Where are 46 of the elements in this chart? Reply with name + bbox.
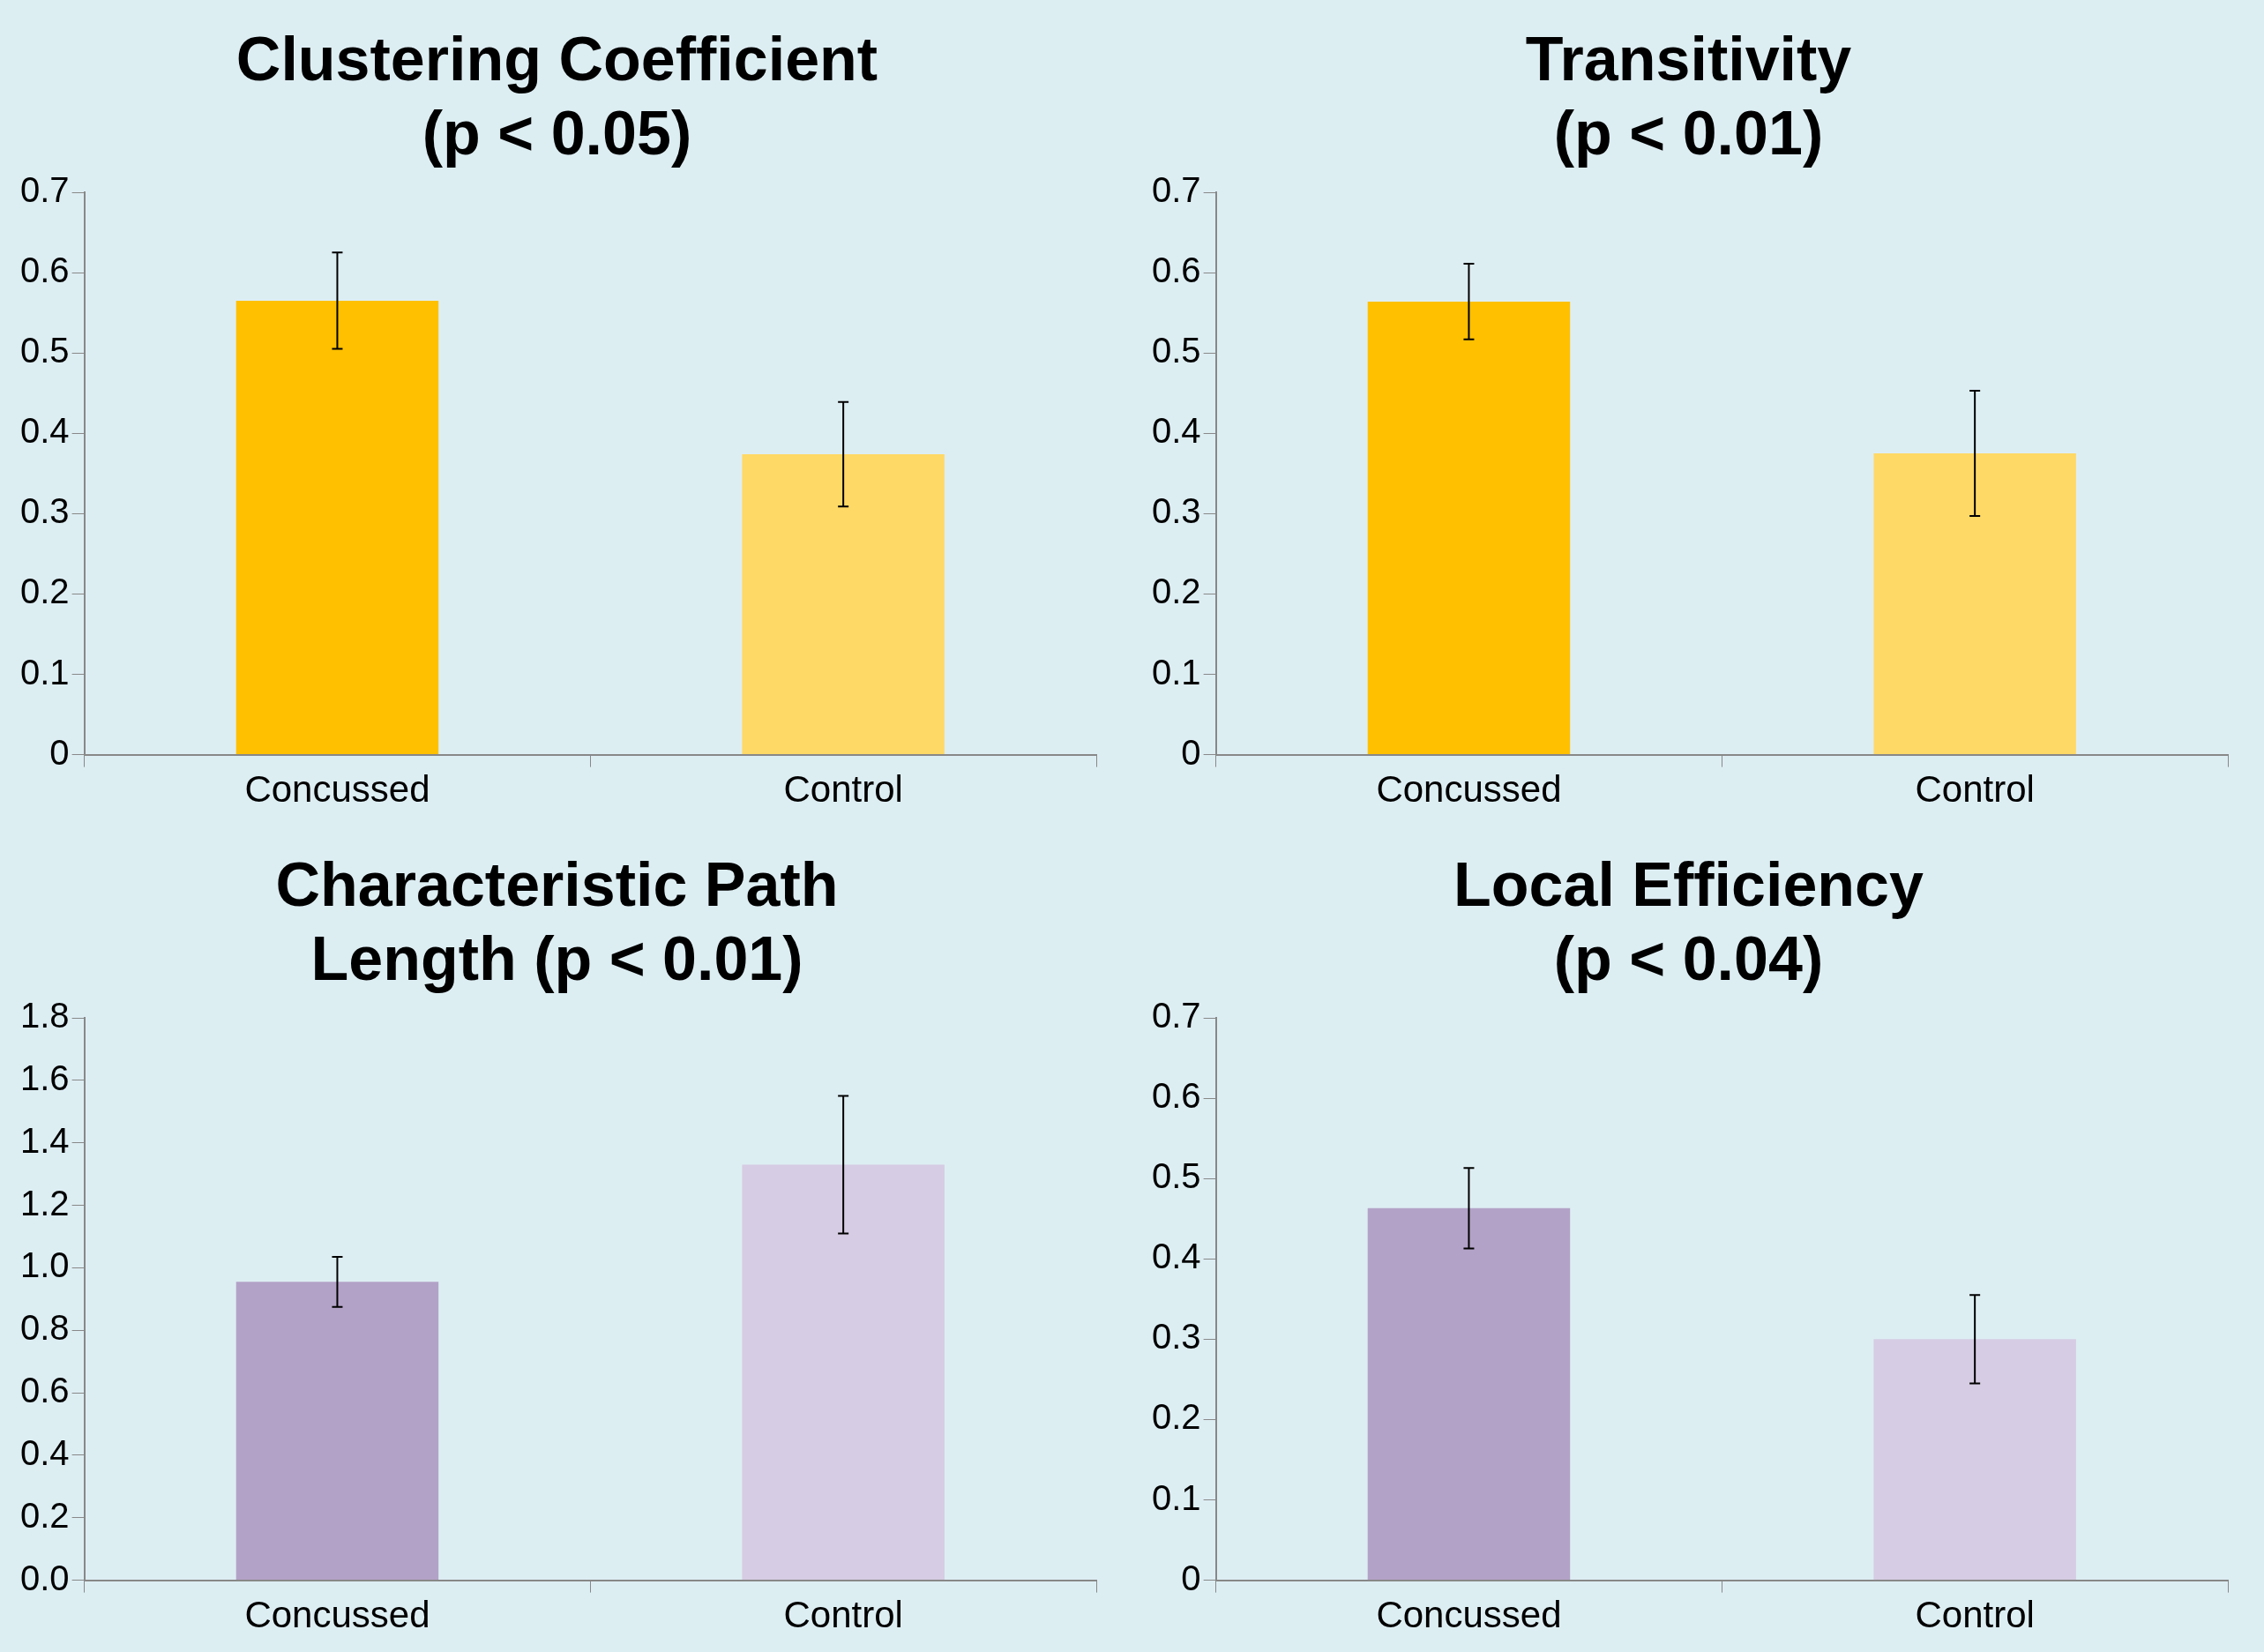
y-tick-label: 1.8 bbox=[20, 996, 70, 1035]
y-tick-label: 0 bbox=[1181, 732, 1201, 772]
y-tick-label: 0.4 bbox=[20, 1432, 70, 1472]
y-tick-label: 0.5 bbox=[1152, 1156, 1201, 1196]
y-tick-label: 0.8 bbox=[20, 1308, 70, 1348]
x-tick-label: Concussed bbox=[244, 1594, 430, 1636]
y-tick-label: 0.5 bbox=[20, 331, 70, 370]
y-tick-label: 0 bbox=[49, 732, 70, 772]
x-tick-label: Concussed bbox=[244, 768, 430, 811]
y-tick-label: 1.6 bbox=[20, 1058, 70, 1097]
y-tick-label: 0.0 bbox=[20, 1558, 70, 1597]
y-tick-label: 0.1 bbox=[1152, 652, 1201, 691]
x-tick-label: Control bbox=[1915, 1594, 2035, 1636]
y-tick-label: 0.2 bbox=[1152, 1397, 1201, 1437]
y-tick-label: 0.2 bbox=[20, 1495, 70, 1535]
y-tick-label: 0 bbox=[1181, 1558, 1201, 1597]
chart-title: Characteristic Path Length (p < 0.01) bbox=[275, 850, 839, 994]
y-tick-label: 0.2 bbox=[1152, 572, 1201, 611]
y-tick-label: 1.2 bbox=[20, 1183, 70, 1222]
y-tick-label: 0.4 bbox=[1152, 411, 1201, 451]
y-tick-label: 0.2 bbox=[20, 572, 70, 611]
y-tick-label: 0.3 bbox=[1152, 1317, 1201, 1357]
y-tick-label: 0.3 bbox=[20, 491, 70, 531]
y-tick-label: 0.6 bbox=[20, 250, 70, 290]
y-tick-label: 0.1 bbox=[1152, 1477, 1201, 1517]
chart-title: Local Efficiency (p < 0.04) bbox=[1453, 850, 1924, 994]
x-tick-label: Concussed bbox=[1376, 1594, 1562, 1636]
y-tick-label: 0.6 bbox=[1152, 250, 1201, 290]
y-tick-label: 0.6 bbox=[20, 1371, 70, 1410]
y-tick-label: 0.5 bbox=[1152, 331, 1201, 370]
chart-title: Transitivity (p < 0.01) bbox=[1525, 25, 1852, 168]
x-tick-label: Concussed bbox=[1376, 768, 1562, 811]
y-tick-label: 0.7 bbox=[20, 170, 70, 210]
y-tick-label: 1.4 bbox=[20, 1120, 70, 1160]
y-tick-label: 1.0 bbox=[20, 1245, 70, 1285]
y-tick-label: 0.4 bbox=[20, 411, 70, 451]
x-tick-label: Control bbox=[1915, 768, 2035, 811]
y-tick-label: 0.4 bbox=[1152, 1237, 1201, 1276]
chart-title: Clustering Coefficient (p < 0.05) bbox=[235, 25, 878, 168]
y-tick-label: 0.7 bbox=[1152, 996, 1201, 1035]
x-tick-label: Control bbox=[783, 1594, 903, 1636]
y-tick-label: 0.7 bbox=[1152, 170, 1201, 210]
y-tick-label: 0.1 bbox=[20, 652, 70, 691]
y-tick-label: 0.3 bbox=[1152, 491, 1201, 531]
x-tick-label: Control bbox=[783, 768, 903, 811]
y-tick-label: 0.6 bbox=[1152, 1076, 1201, 1116]
